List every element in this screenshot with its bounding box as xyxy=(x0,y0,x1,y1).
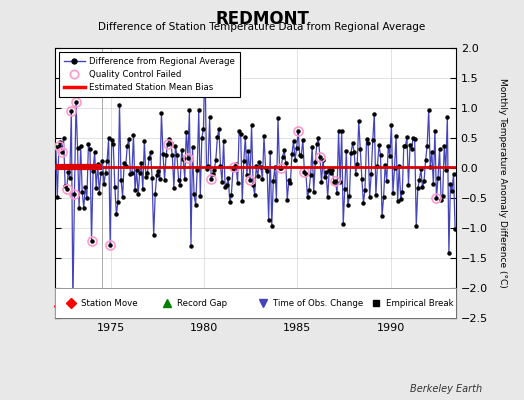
Y-axis label: Monthly Temperature Anomaly Difference (°C): Monthly Temperature Anomaly Difference (… xyxy=(498,78,507,288)
Legend: Difference from Regional Average, Quality Control Failed, Estimated Station Mean: Difference from Regional Average, Qualit… xyxy=(59,52,239,96)
Text: Difference of Station Temperature Data from Regional Average: Difference of Station Temperature Data f… xyxy=(99,22,425,32)
Text: Record Gap: Record Gap xyxy=(177,298,227,308)
Text: Berkeley Earth: Berkeley Earth xyxy=(410,384,482,394)
Text: Station Move: Station Move xyxy=(81,298,138,308)
Text: Time of Obs. Change: Time of Obs. Change xyxy=(274,298,364,308)
Text: Empirical Break: Empirical Break xyxy=(386,298,453,308)
Text: REDMONT: REDMONT xyxy=(215,10,309,28)
